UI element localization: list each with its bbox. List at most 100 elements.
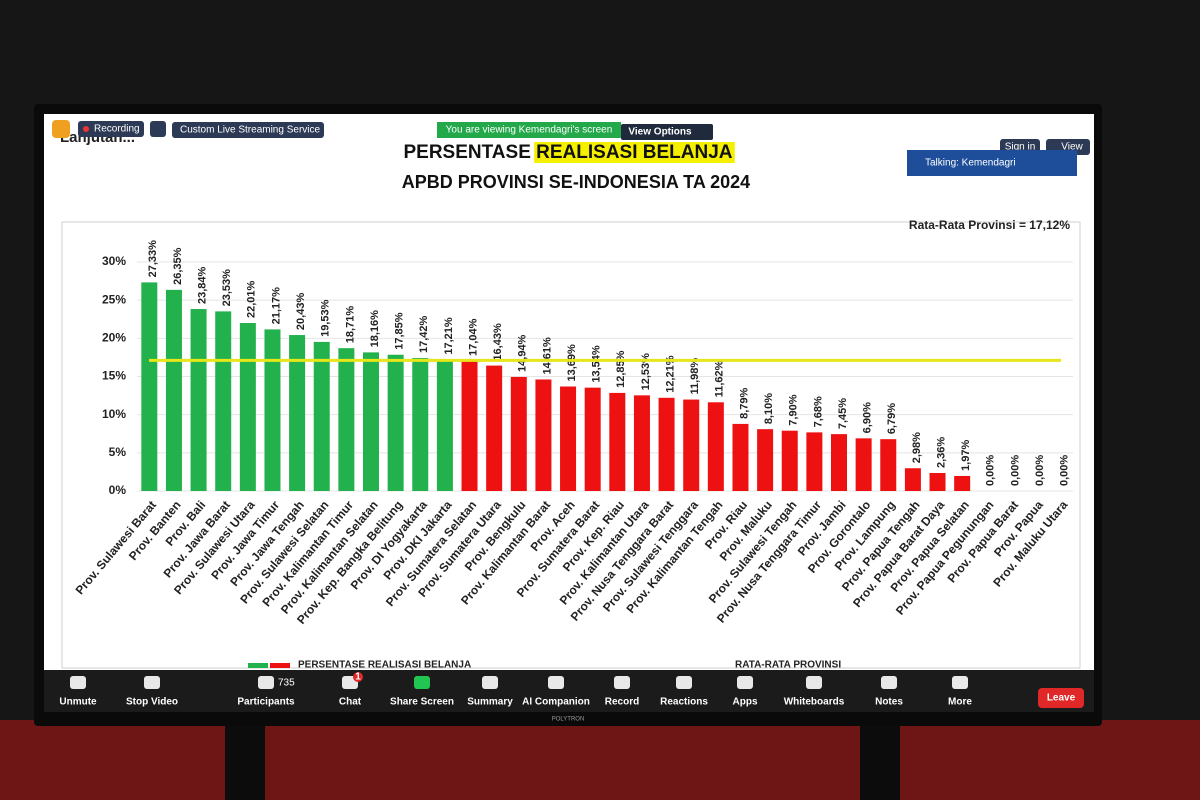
toolbar-label: Notes	[875, 697, 903, 708]
value-label: 22,01%	[246, 280, 258, 318]
bar	[239, 322, 256, 491]
toolbar-label: More	[948, 697, 972, 708]
toolbar-icon[interactable]	[258, 676, 274, 689]
y-tick-label: 15%	[102, 369, 126, 383]
value-label: 2,98%	[911, 432, 923, 463]
toolbar-label: Reactions	[660, 697, 708, 708]
bar	[904, 468, 921, 491]
toolbar-icon[interactable]	[414, 676, 430, 689]
bar	[707, 402, 724, 491]
toolbar-label: Whiteboards	[784, 697, 845, 708]
value-label: 17,85%	[394, 312, 406, 350]
participants-count: 735	[278, 678, 295, 689]
value-label: 17,21%	[443, 317, 455, 355]
toolbar	[44, 670, 1094, 712]
talking-label: Talking: Kemendagri	[925, 158, 1016, 169]
toolbar-icon[interactable]	[737, 676, 753, 689]
sign-in-label: Sign in	[1005, 142, 1036, 153]
legend-swatch	[248, 663, 268, 668]
value-label: 12,21%	[664, 355, 676, 393]
toolbar-icon[interactable]	[676, 676, 692, 689]
value-label: 8,10%	[763, 393, 775, 424]
toolbar-icon[interactable]	[806, 676, 822, 689]
bar	[363, 352, 379, 491]
legend-label: RATA-RATA PROVINSI	[735, 660, 841, 671]
toolbar-icon[interactable]	[881, 676, 897, 689]
bar	[855, 438, 872, 491]
stream-icon[interactable]	[150, 121, 166, 137]
toolbar-icon[interactable]	[548, 676, 564, 689]
recording-button[interactable]	[78, 121, 144, 137]
bar	[609, 392, 626, 491]
toolbar-label: AI Companion	[522, 697, 590, 708]
value-label: 21,17%	[270, 287, 282, 325]
value-label: 17,04%	[467, 318, 479, 356]
value-label: 0,00%	[1009, 455, 1021, 486]
title-highlight: REALISASI BELANJA	[536, 142, 733, 163]
toolbar-icon[interactable]	[614, 676, 630, 689]
value-label: 6,79%	[886, 403, 898, 434]
y-tick-label: 25%	[102, 292, 126, 306]
y-tick-label: 30%	[102, 254, 126, 268]
value-label: 11,98%	[689, 358, 701, 395]
y-tick-label: 0%	[109, 483, 127, 497]
value-label: 12,85%	[615, 350, 627, 388]
recording-dot	[83, 126, 89, 132]
value-label: 6,90%	[862, 402, 874, 433]
monitor-stand	[225, 720, 265, 800]
bar	[954, 475, 971, 491]
legend-label: PERSENTASE REALISASI BELANJA	[298, 660, 471, 671]
bar	[757, 429, 774, 491]
reference-label: Rata-Rata Provinsi = 17,12%	[909, 218, 1070, 232]
bar	[831, 434, 847, 491]
talking-box	[907, 150, 1077, 176]
chart-title: PERSENTASE REALISASI BELANJA	[403, 142, 732, 163]
bar	[436, 359, 453, 491]
value-label: 18,71%	[344, 306, 356, 344]
toolbar-label: Summary	[467, 697, 513, 708]
value-label: 14,94%	[517, 334, 529, 372]
toolbar-buttons: Unmute Stop Video Participants Chat Share Sc…	[59, 672, 972, 708]
toolbar-label: Record	[605, 697, 639, 708]
bar	[781, 430, 798, 491]
value-label: 0,00%	[985, 455, 997, 486]
value-label: 2,36%	[935, 437, 947, 468]
value-label: 17,42%	[418, 316, 430, 354]
value-label: 13,54%	[591, 345, 603, 383]
value-label: 7,90%	[788, 394, 800, 425]
value-label: 18,16%	[369, 310, 381, 348]
monitor-brand: POLYTRON	[552, 717, 585, 723]
value-label: 23,53%	[221, 269, 233, 307]
view-options-button[interactable]	[621, 124, 713, 140]
chat-badge-bg	[353, 672, 363, 682]
toolbar-icon[interactable]	[70, 676, 86, 689]
toolbar-icon[interactable]	[144, 676, 160, 689]
y-tick-label: 10%	[102, 407, 126, 421]
streaming-label: Custom Live Streaming Service	[180, 125, 320, 136]
toolbar-label: Apps	[733, 697, 758, 708]
bar	[683, 399, 700, 491]
value-label: 27,33%	[147, 240, 159, 278]
toolbar-label: Stop Video	[126, 697, 178, 708]
bar	[510, 376, 527, 491]
bar	[387, 354, 404, 491]
toolbar-label: Unmute	[59, 697, 97, 708]
value-label: 0,00%	[1059, 455, 1071, 486]
bar	[633, 395, 650, 491]
record-icon[interactable]	[52, 120, 70, 138]
toolbar-icon[interactable]	[952, 676, 968, 689]
bar	[190, 309, 207, 491]
bar	[215, 311, 232, 491]
y-tick-label: 5%	[109, 445, 127, 459]
toolbar-label: Chat	[339, 697, 362, 708]
streaming-button[interactable]	[172, 122, 324, 138]
toolbar-icon[interactable]	[482, 676, 498, 689]
bar	[165, 289, 182, 491]
bar	[535, 379, 552, 491]
value-label: 7,45%	[837, 398, 849, 429]
value-label: 19,53%	[320, 299, 332, 337]
value-label: 13,69%	[566, 344, 578, 382]
leave-button[interactable]	[1038, 688, 1084, 708]
bar	[313, 341, 330, 491]
